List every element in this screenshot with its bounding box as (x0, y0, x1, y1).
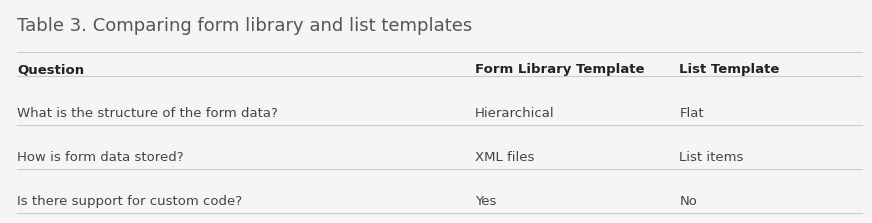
Text: Flat: Flat (679, 107, 704, 120)
Text: What is the structure of the form data?: What is the structure of the form data? (17, 107, 278, 120)
Text: Form Library Template: Form Library Template (475, 63, 644, 76)
Text: Yes: Yes (475, 195, 496, 208)
Text: How is form data stored?: How is form data stored? (17, 151, 184, 164)
Text: Table 3. Comparing form library and list templates: Table 3. Comparing form library and list… (17, 17, 473, 35)
Text: List items: List items (679, 151, 744, 164)
Text: No: No (679, 195, 698, 208)
Text: Question: Question (17, 63, 85, 76)
Text: Hierarchical: Hierarchical (475, 107, 555, 120)
Text: List Template: List Template (679, 63, 780, 76)
Text: XML files: XML files (475, 151, 535, 164)
Text: Is there support for custom code?: Is there support for custom code? (17, 195, 242, 208)
